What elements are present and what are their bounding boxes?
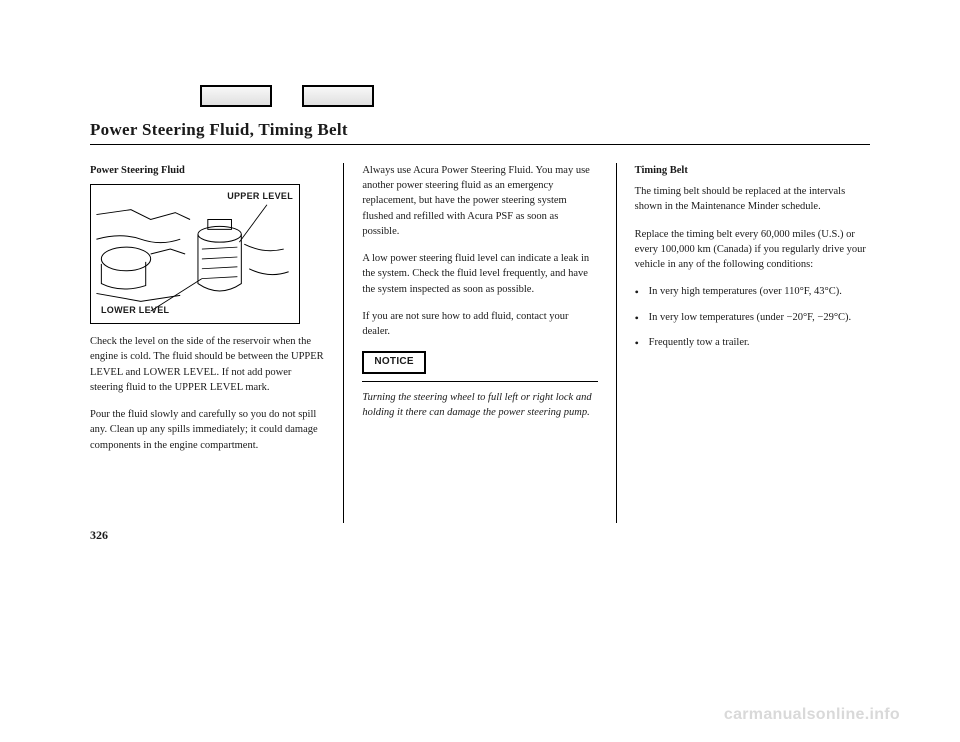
column-2: Always use Acura Power Steering Fluid. Y… xyxy=(350,163,609,523)
notice-text: Turning the steering wheel to full left … xyxy=(362,390,597,420)
content-columns: Power Steering Fluid xyxy=(90,163,870,523)
marker-box xyxy=(302,85,374,107)
page-number: 326 xyxy=(90,528,108,543)
list-item: Frequently tow a trailer. xyxy=(635,335,870,350)
list-item: In very low temperatures (under −20°F, −… xyxy=(635,310,870,325)
col3-para-2: Replace the timing belt every 60,000 mil… xyxy=(635,227,870,273)
page-title: Power Steering Fluid, Timing Belt xyxy=(90,120,870,145)
notice-rule xyxy=(362,381,597,382)
column-separator xyxy=(343,163,344,523)
col3-bullet-list: In very high temperatures (over 110°F, 4… xyxy=(635,284,870,350)
marker-box xyxy=(200,85,272,107)
col1-heading: Power Steering Fluid xyxy=(90,163,325,178)
col3-para-1: The timing belt should be replaced at th… xyxy=(635,184,870,214)
column-separator xyxy=(616,163,617,523)
figure-lower-level-label: LOWER LEVEL xyxy=(101,304,169,317)
col1-para-2: Pour the fluid slowly and carefully so y… xyxy=(90,407,325,453)
column-3: Timing Belt The timing belt should be re… xyxy=(623,163,870,523)
manual-page: Power Steering Fluid, Timing Belt Power … xyxy=(0,0,960,583)
notice-label: NOTICE xyxy=(362,351,426,374)
watermark: carmanualsonline.info xyxy=(724,706,900,724)
col2-para-1: Always use Acura Power Steering Fluid. Y… xyxy=(362,163,597,239)
col2-para-3: If you are not sure how to add fluid, co… xyxy=(362,309,597,339)
list-item: In very high temperatures (over 110°F, 4… xyxy=(635,284,870,299)
engine-illustration xyxy=(91,185,299,323)
top-marker-boxes xyxy=(200,85,374,107)
col1-para-1: Check the level on the side of the reser… xyxy=(90,334,325,395)
column-1: Power Steering Fluid xyxy=(90,163,337,523)
figure-upper-level-label: UPPER LEVEL xyxy=(227,190,293,203)
engine-figure: UPPER LEVEL LOWER LEVEL xyxy=(90,184,300,324)
col3-heading: Timing Belt xyxy=(635,163,870,178)
col2-para-2: A low power steering fluid level can ind… xyxy=(362,251,597,297)
